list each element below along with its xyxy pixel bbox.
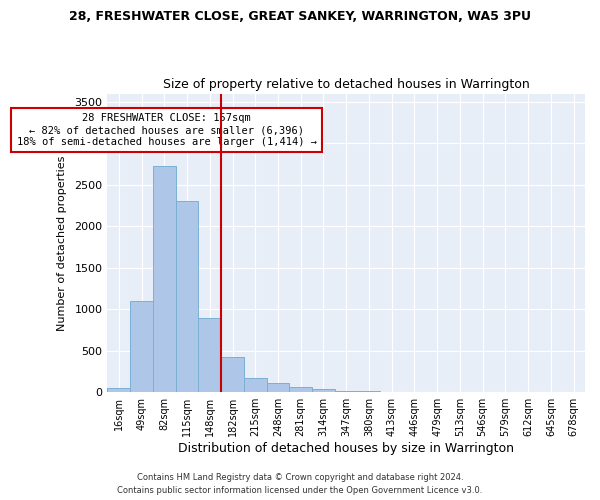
Bar xyxy=(130,301,153,392)
X-axis label: Distribution of detached houses by size in Warrington: Distribution of detached houses by size … xyxy=(178,442,514,455)
Bar xyxy=(107,388,130,392)
Text: 28, FRESHWATER CLOSE, GREAT SANKEY, WARRINGTON, WA5 3PU: 28, FRESHWATER CLOSE, GREAT SANKEY, WARR… xyxy=(69,10,531,23)
Bar xyxy=(221,356,244,392)
Y-axis label: Number of detached properties: Number of detached properties xyxy=(58,155,67,330)
Bar xyxy=(176,202,199,392)
Bar xyxy=(335,390,358,392)
Bar xyxy=(244,378,266,392)
Bar xyxy=(199,318,221,392)
Bar xyxy=(289,387,312,392)
Bar xyxy=(266,384,289,392)
Text: 28 FRESHWATER CLOSE: 157sqm
← 82% of detached houses are smaller (6,396)
18% of : 28 FRESHWATER CLOSE: 157sqm ← 82% of det… xyxy=(17,114,317,146)
Text: Contains HM Land Registry data © Crown copyright and database right 2024.
Contai: Contains HM Land Registry data © Crown c… xyxy=(118,474,482,495)
Title: Size of property relative to detached houses in Warrington: Size of property relative to detached ho… xyxy=(163,78,530,91)
Bar xyxy=(153,166,176,392)
Bar xyxy=(312,389,335,392)
